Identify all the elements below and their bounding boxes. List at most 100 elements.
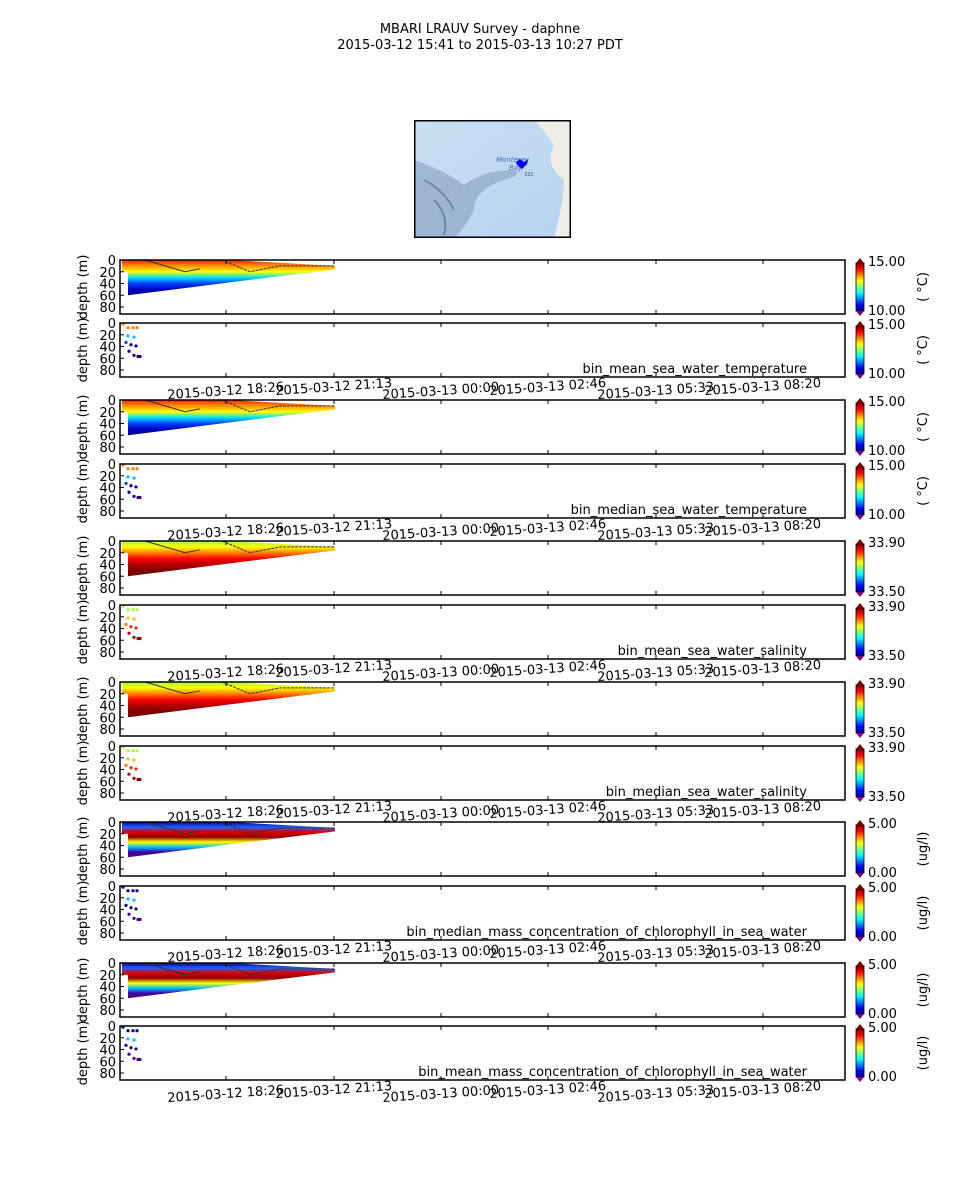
y-tick-label: 80 — [99, 441, 116, 456]
y-tick-label: 80 — [99, 1004, 116, 1019]
data-point — [132, 916, 136, 920]
colorbar-units-label: (ug/l) — [916, 896, 931, 931]
map-label-monterey: Monterey — [496, 156, 530, 164]
data-point — [132, 335, 136, 339]
vehicle-track-line — [144, 540, 201, 554]
vehicle-track-line — [144, 259, 201, 273]
colorbar — [855, 466, 865, 516]
y-axis-label: depth (m) — [76, 958, 91, 1023]
colorbar — [855, 607, 865, 657]
map-land — [534, 120, 571, 238]
data-point — [127, 631, 131, 635]
y-tick-label: 40 — [99, 418, 116, 433]
x-tick-label: 2015-03-12 21:13 — [275, 939, 393, 962]
y-tick-label: 20 — [99, 828, 116, 843]
data-point — [124, 622, 128, 626]
colorbar-min-label: 33.50 — [868, 649, 905, 664]
variable-label: bin_mean_sea_water_salinity — [618, 644, 808, 659]
y-axis-label: depth (m) — [76, 881, 91, 946]
y-tick-label: 40 — [99, 482, 116, 497]
data-point — [138, 917, 142, 922]
colorbar-extend-max — [856, 820, 864, 825]
y-tick-label: 60 — [99, 289, 116, 304]
colorbar — [855, 965, 865, 1015]
x-tick-label: 2015-03-13 02:46 — [489, 658, 607, 681]
colorbar-max-label: 15.00 — [868, 318, 905, 333]
y-tick-label: 20 — [99, 547, 116, 562]
y-axis-label: depth (m) — [76, 1021, 91, 1086]
colorbar-extend-min — [856, 1014, 864, 1019]
data-point — [126, 608, 130, 612]
data-point — [132, 898, 136, 902]
colorbar — [855, 824, 865, 874]
colorbar-extend-max — [856, 680, 864, 685]
data-point — [135, 326, 139, 330]
section-contour — [122, 682, 335, 718]
y-tick-label: 80 — [99, 301, 116, 316]
axes-frame — [119, 399, 846, 455]
data-point — [138, 495, 142, 500]
data-point — [124, 340, 128, 344]
colorbar — [855, 888, 865, 938]
y-tick-label: 20 — [99, 611, 116, 626]
y-tick-label: 20 — [99, 892, 116, 907]
y-tick-label: 80 — [99, 863, 116, 878]
x-tick-label: 2015-03-12 21:13 — [275, 1079, 393, 1102]
colorbar-extend-min — [856, 515, 864, 520]
axes-frame — [119, 540, 846, 596]
y-tick-label: 60 — [99, 570, 116, 585]
data-point — [124, 903, 128, 907]
y-tick-label: 20 — [99, 470, 116, 485]
section-contour — [122, 963, 335, 999]
y-tick-label: 20 — [99, 688, 116, 703]
y-tick-label: 0 — [108, 394, 116, 409]
data-point — [134, 344, 138, 348]
data-point — [131, 889, 135, 893]
colorbar-min-label: 10.00 — [868, 508, 905, 523]
colorbar-max-label: 5.00 — [868, 1021, 897, 1036]
y-tick-label: 20 — [99, 266, 116, 281]
colorbar — [855, 325, 865, 375]
data-point — [129, 906, 133, 910]
x-tick-label: 2015-03-12 21:13 — [275, 376, 393, 399]
vehicle-track-line — [221, 681, 335, 695]
data-point — [134, 1047, 138, 1051]
vehicle-track-line — [221, 821, 335, 835]
axes-frame — [119, 463, 846, 519]
data-point — [127, 349, 131, 353]
figure-title: MBARI LRAUV Survey - daphne — [379, 22, 581, 37]
x-tick-label: 2015-03-13 02:46 — [489, 939, 607, 962]
colorbar-max-label: 5.00 — [868, 958, 897, 973]
colorbar-extend-max — [856, 539, 864, 544]
data-point — [127, 490, 131, 494]
y-tick-label: 40 — [99, 623, 116, 638]
vehicle-track-line — [221, 962, 335, 976]
colorbar-max-label: 5.00 — [868, 817, 897, 832]
colorbar-extend-min — [856, 1077, 864, 1082]
y-tick-label: 60 — [99, 711, 116, 726]
y-tick-label: 0 — [108, 254, 116, 269]
y-axis-label: depth (m) — [76, 395, 91, 460]
data-point — [126, 334, 130, 338]
axes-frame — [119, 962, 846, 1018]
data-point — [134, 907, 138, 911]
colorbar-extend-max — [856, 1024, 864, 1029]
data-point — [126, 757, 130, 761]
y-tick-label: 60 — [99, 1055, 116, 1070]
colorbar-extend-min — [856, 797, 864, 802]
x-tick-label: 2015-03-13 08:20 — [704, 517, 822, 540]
colorbar-extend-min — [856, 592, 864, 597]
colorbar-max-label: 15.00 — [868, 255, 905, 270]
colorbar — [855, 748, 865, 798]
colorbar-extend-min — [856, 873, 864, 878]
data-point — [131, 467, 135, 471]
data-point — [138, 1057, 142, 1062]
data-point — [135, 889, 139, 893]
figure-subtitle: 2015-03-12 15:41 to 2015-03-13 10:27 PDT — [337, 38, 623, 53]
data-point — [129, 625, 133, 629]
x-tick-label: 2015-03-12 21:13 — [275, 658, 393, 681]
variable-label: bin_median_mass_concentration_of_chlorop… — [406, 925, 807, 940]
data-point — [138, 777, 142, 782]
colorbar-units-label: (ug/l) — [916, 832, 931, 867]
